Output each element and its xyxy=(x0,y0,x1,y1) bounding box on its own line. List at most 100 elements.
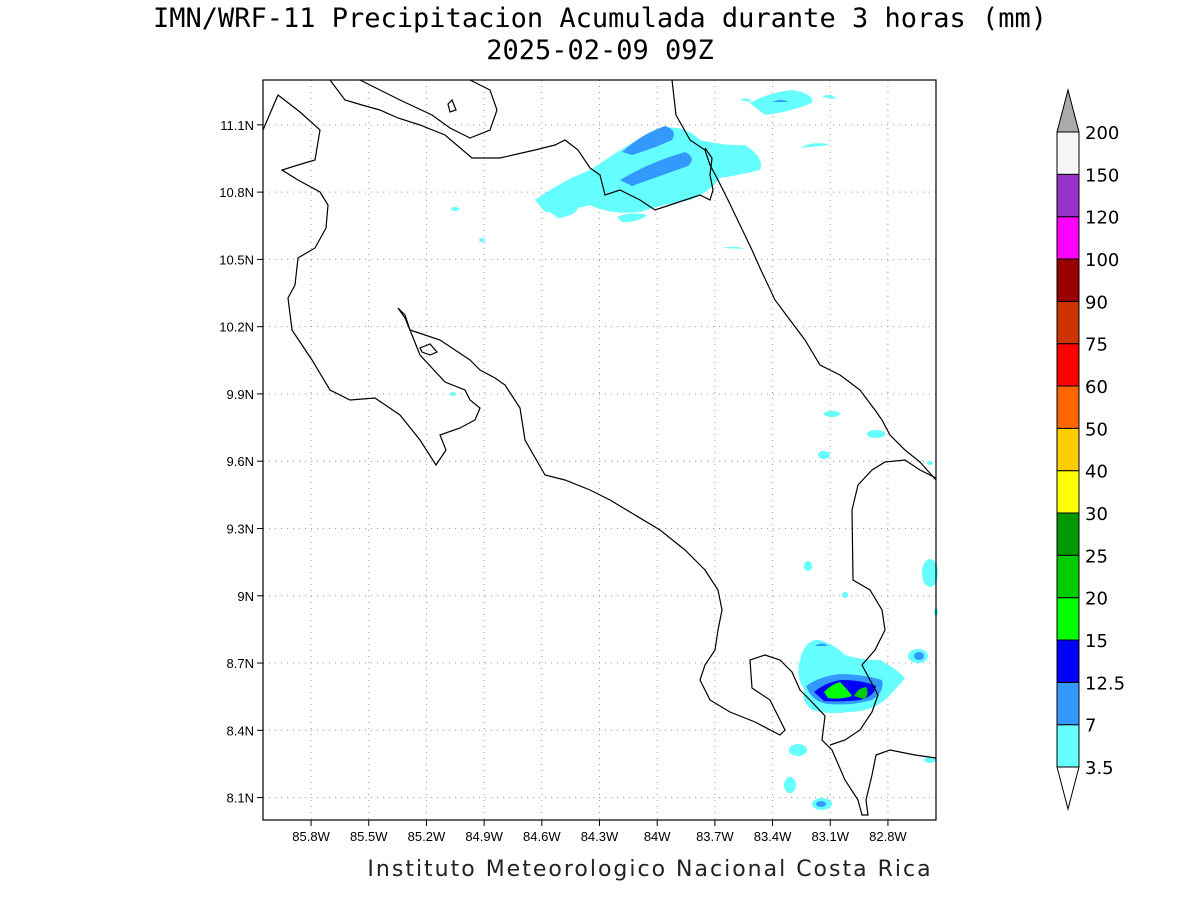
lon-tick-label: 82.8W xyxy=(869,829,907,844)
colorbar-swatch xyxy=(1056,427,1080,472)
map-subtitle-date: 2025-02-09 09Z xyxy=(486,35,714,66)
colorbar-swatch xyxy=(1056,300,1080,345)
colorbar-level-label: 30 xyxy=(1085,504,1108,525)
colorbar-level-label: 120 xyxy=(1085,208,1119,229)
precip-shade-7 xyxy=(620,152,692,186)
colorbar-level-label: 90 xyxy=(1085,292,1108,313)
island-outline xyxy=(447,98,457,113)
precip-shade-3.5 xyxy=(722,246,745,249)
colorbar-swatch xyxy=(1056,216,1080,260)
precip-shade-15 xyxy=(824,682,852,699)
colorbar-level-label: 7 xyxy=(1085,716,1096,737)
colorbar-level-label: 25 xyxy=(1085,546,1108,567)
colorbar-over-arrow xyxy=(1056,88,1080,133)
precip-shade-3.5 xyxy=(550,207,578,218)
colorbar-swatch xyxy=(1056,724,1080,768)
precip-shade-20 xyxy=(854,687,868,699)
nicaragua-border xyxy=(329,79,714,211)
precip-shade-7 xyxy=(622,126,674,155)
colorbar-level-label: 40 xyxy=(1085,462,1108,483)
precip-shade-7 xyxy=(815,643,828,646)
panama-border xyxy=(829,459,937,746)
longitude-axis: 85.8W 85.5W 85.2W 84.9W 84.6W 84.3W 84W 83.7W 83… xyxy=(292,820,907,844)
lat-tick-label: 9.9N xyxy=(227,387,254,402)
colorbar-swatch xyxy=(1056,639,1080,683)
lat-tick-label: 8.1N xyxy=(227,791,254,806)
precip-shade-3.5 xyxy=(824,411,840,417)
lat-tick-label: 9N xyxy=(237,589,254,604)
latitude-axis: 11.1N 10.8N 10.5N 10.2N 9.9N 9.6N 9.3N 9N 8.7N 8.… xyxy=(219,118,263,806)
colorbar-level-label: 50 xyxy=(1085,419,1108,440)
precip-shade-3.5 xyxy=(617,213,647,222)
precip-shade-3.5 xyxy=(789,744,807,756)
colorbar-swatch xyxy=(1056,173,1080,218)
colorbar-level-label: 150 xyxy=(1085,165,1119,186)
lat-tick-label: 9.3N xyxy=(227,521,254,536)
lat-tick-label: 10.5N xyxy=(219,252,254,267)
colorbar-level-label: 3.5 xyxy=(1085,758,1114,779)
precip-shade-3.5 xyxy=(842,592,848,598)
lon-tick-label: 83.7W xyxy=(696,829,734,844)
lon-tick-label: 84.9W xyxy=(465,829,503,844)
lake-outline xyxy=(419,343,438,356)
precip-shade-3.5 xyxy=(818,451,830,459)
colorbar-swatch xyxy=(1056,512,1080,556)
credit-text: Instituto Meteorologico Nacional Costa R… xyxy=(367,857,933,882)
precip-shade-3.5 xyxy=(450,392,456,396)
lat-tick-label: 10.2N xyxy=(219,320,254,335)
caribbean-coast xyxy=(671,79,937,481)
lon-tick-label: 85.2W xyxy=(408,829,446,844)
precip-shade-3.5 xyxy=(784,777,796,793)
lat-tick-label: 9.6N xyxy=(227,454,254,469)
lon-tick-label: 83.4W xyxy=(754,829,792,844)
colorbar-level-label: 100 xyxy=(1085,250,1119,271)
colorbar-under-arrow xyxy=(1056,766,1080,811)
precip-shade-3.5 xyxy=(924,757,936,763)
colorbar-level-label: 60 xyxy=(1085,377,1108,398)
colorbar-swatch xyxy=(1056,470,1080,514)
map-plot-area: 11.1N 10.8N 10.5N 10.2N 9.9N 9.6N 9.3N 9N 8.7N 8.… xyxy=(219,79,938,844)
colorbar-swatch xyxy=(1056,385,1080,429)
lon-tick-label: 84.6W xyxy=(523,829,561,844)
north-coast-inlet xyxy=(359,79,498,139)
colorbar-swatch xyxy=(1056,131,1080,175)
lat-tick-label: 10.8N xyxy=(219,185,254,200)
precip-south-region xyxy=(798,639,905,714)
colorbar-swatch xyxy=(1056,597,1080,641)
lon-tick-label: 85.5W xyxy=(350,829,388,844)
precip-shade-3.5 xyxy=(750,90,813,115)
precip-shade-7 xyxy=(772,100,788,102)
colorbar-swatch xyxy=(1056,681,1080,726)
precip-shade-3.5 xyxy=(800,143,830,148)
costa-rica-coastline xyxy=(262,94,937,816)
colorbar-level-label: 12.5 xyxy=(1085,673,1125,694)
colorbar-legend: 3.5 7 12.5 15 20 25 30 40 50 60 75 90 100 120 150 200 xyxy=(1056,88,1125,811)
colorbar-swatch xyxy=(1056,258,1080,302)
colorbar-level-label: 200 xyxy=(1085,123,1119,144)
precip-shade-3.5 xyxy=(451,207,459,211)
lon-tick-label: 84.3W xyxy=(581,829,619,844)
colorbar-level-label: 75 xyxy=(1085,335,1108,356)
lon-tick-label: 85.8W xyxy=(292,829,330,844)
precip-north-region xyxy=(535,90,836,249)
precip-shade-7 xyxy=(914,652,924,660)
lat-tick-label: 11.1N xyxy=(220,118,254,133)
lat-tick-label: 8.7N xyxy=(227,656,254,671)
precip-shade-3.5 xyxy=(740,98,752,102)
colorbar-level-label: 15 xyxy=(1085,631,1108,652)
precip-shade-3.5 xyxy=(804,561,812,571)
precip-shade-3.5 xyxy=(867,430,885,438)
precip-scattered-cells xyxy=(450,207,938,810)
lon-tick-label: 83.1W xyxy=(811,829,849,844)
colorbar-swatch xyxy=(1056,554,1080,599)
lon-tick-label: 84W xyxy=(644,829,671,844)
colorbar-level-label: 20 xyxy=(1085,589,1108,610)
precip-shade-3.5 xyxy=(927,461,933,465)
coastline-borders xyxy=(262,79,937,816)
precip-shade-7 xyxy=(816,801,826,807)
map-title: IMN/WRF-11 Precipitacion Acumulada duran… xyxy=(152,3,1048,34)
lat-tick-label: 8.4N xyxy=(227,723,254,738)
precip-shade-3.5 xyxy=(822,94,836,99)
precip-shade-3.5 xyxy=(479,238,485,242)
